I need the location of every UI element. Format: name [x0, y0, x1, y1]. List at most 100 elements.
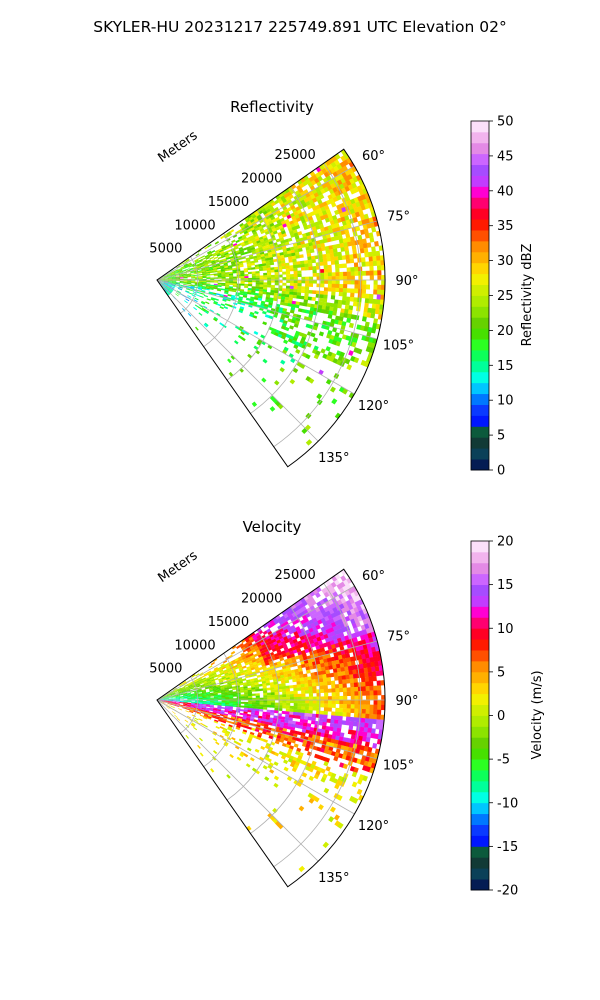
- colorbar-swatch: [471, 197, 489, 209]
- azimuth-tick-label: 120°: [358, 819, 389, 834]
- colorbar-tick-label: 45: [497, 149, 514, 164]
- reflectivity-panel: Reflectivity 5000 10000 15000 20000 25000 60…: [149, 98, 419, 468]
- colorbar-swatch: [471, 617, 489, 629]
- azimuth-tick-label: 75°: [387, 629, 410, 644]
- colorbar-tick-label: 5: [497, 665, 505, 680]
- colorbar-swatch: [471, 628, 489, 640]
- colorbar-swatch: [471, 251, 489, 264]
- colorbar-tick-label: -5: [497, 753, 510, 768]
- colorbar-swatch: [471, 879, 489, 891]
- azimuth-tick-label: 75°: [387, 209, 410, 224]
- colorbar-tick-label: 20: [497, 535, 514, 550]
- colorbar-tick-label: 0: [497, 709, 505, 724]
- colorbar-tick-label: -10: [497, 796, 518, 811]
- azimuth-tick-label: 135°: [318, 871, 349, 886]
- azimuth-tick-label: 105°: [383, 339, 414, 354]
- colorbar-swatch: [471, 219, 489, 231]
- colorbar-swatch: [471, 459, 489, 471]
- colorbar-swatch: [471, 584, 489, 596]
- velocity-colorbar-label: Velocity (m/s): [530, 670, 545, 759]
- colorbar-swatch: [471, 562, 489, 575]
- velocity-title: Velocity: [243, 518, 302, 536]
- colorbar-tick-label: -15: [497, 840, 518, 855]
- reflectivity-colorbar: 0 5 10 15 20 25 30 35 40 45 50: [470, 115, 514, 479]
- radial-tick-label: 20000: [241, 592, 282, 607]
- reflectivity-azimuth-ticks: 60° 75° 90° 105° 120° 135°: [318, 149, 418, 466]
- radial-tick-label: 5000: [149, 662, 182, 677]
- colorbar-swatch: [471, 813, 489, 825]
- colorbar-swatch: [471, 426, 489, 438]
- colorbar-swatch: [471, 846, 489, 858]
- colorbar-swatch: [471, 317, 489, 329]
- radial-tick-label: 15000: [208, 615, 249, 630]
- colorbar-swatch: [471, 295, 489, 307]
- colorbar-swatch: [471, 650, 489, 662]
- velocity-panel: Velocity 5000 10000 15000 20000 25000 60° 75°…: [149, 518, 419, 888]
- reflectivity-radial-label: Meters: [155, 128, 200, 166]
- colorbar-tick-label: 50: [497, 115, 514, 130]
- colorbar-swatch: [471, 175, 489, 187]
- colorbar-swatch: [471, 693, 489, 705]
- colorbar-swatch: [471, 284, 489, 296]
- velocity-field: [157, 569, 386, 873]
- azimuth-tick-label: 90°: [395, 274, 418, 289]
- colorbar-swatch: [471, 857, 489, 869]
- radial-tick-label: 5000: [149, 242, 182, 257]
- colorbar-tick-label: 20: [497, 324, 514, 339]
- colorbar-tick-label: 10: [497, 622, 514, 637]
- colorbar-swatch: [471, 240, 489, 253]
- colorbar-swatch: [471, 371, 489, 384]
- colorbar-swatch: [471, 835, 489, 847]
- colorbar-swatch: [471, 306, 489, 318]
- colorbar-swatch: [471, 142, 489, 155]
- colorbar-swatch: [471, 153, 489, 166]
- colorbar-swatch: [471, 704, 489, 716]
- radial-tick-label: 15000: [208, 195, 249, 210]
- colorbar-tick-label: 25: [497, 289, 514, 304]
- velocity-range-ticks: 5000 10000 15000 20000 25000: [149, 568, 315, 676]
- azimuth-tick-label: 135°: [318, 451, 349, 466]
- colorbar-swatch: [471, 382, 489, 395]
- velocity-grid: [156, 568, 386, 888]
- colorbar-swatch: [471, 273, 489, 285]
- radial-tick-label: 10000: [174, 218, 215, 233]
- colorbar-swatch: [471, 186, 489, 198]
- colorbar-swatch: [471, 759, 489, 771]
- colorbar-swatch: [471, 639, 489, 651]
- colorbar-tick-label: 10: [497, 394, 514, 409]
- radial-tick-label: 10000: [174, 638, 215, 653]
- colorbar-swatch: [471, 350, 489, 362]
- colorbar-swatch: [471, 437, 489, 449]
- azimuth-tick-label: 60°: [362, 149, 385, 164]
- colorbar-swatch: [471, 360, 489, 373]
- colorbar-swatch: [471, 208, 489, 220]
- colorbar-swatch: [471, 682, 489, 695]
- colorbar-swatch: [471, 770, 489, 782]
- colorbar-swatch: [471, 660, 489, 673]
- reflectivity-title: Reflectivity: [230, 98, 314, 116]
- colorbar-swatch: [471, 715, 489, 727]
- colorbar-swatch: [471, 802, 489, 815]
- colorbar-swatch: [471, 551, 489, 564]
- colorbar-swatch: [471, 595, 489, 607]
- colorbar-swatch: [471, 415, 489, 427]
- colorbar-tick-label: 15: [497, 578, 514, 593]
- colorbar-tick-label: -20: [497, 884, 518, 899]
- colorbar-swatch: [471, 541, 489, 553]
- velocity-azimuth-ticks: 60° 75° 90° 105° 120° 135°: [318, 569, 418, 886]
- colorbar-swatch: [471, 393, 489, 405]
- radial-tick-label: 20000: [241, 172, 282, 187]
- colorbar-swatch: [471, 262, 489, 275]
- colorbar-tick-label: 5: [497, 429, 505, 444]
- azimuth-tick-label: 120°: [358, 399, 389, 414]
- azimuth-tick-label: 60°: [362, 569, 385, 584]
- colorbar-swatch: [471, 131, 489, 144]
- reflectivity-grid: [156, 148, 386, 468]
- figure-title: SKYLER-HU 20231217 225749.891 UTC Elevat…: [93, 18, 507, 36]
- colorbar-tick-label: 30: [497, 254, 514, 269]
- colorbar-swatch: [471, 824, 489, 836]
- radial-tick-label: 25000: [274, 148, 315, 163]
- colorbar-swatch: [471, 868, 489, 880]
- reflectivity-range-ticks: 5000 10000 15000 20000 25000: [149, 148, 315, 256]
- colorbar-swatch: [471, 791, 489, 804]
